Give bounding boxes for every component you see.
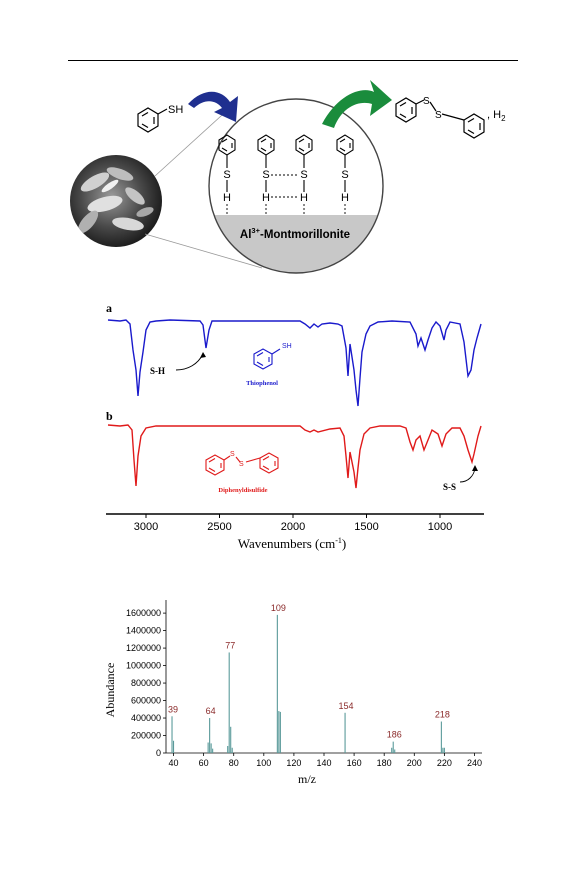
ms-y-tick-label: 200000 [131, 731, 161, 741]
ms-bars [171, 614, 445, 753]
ms-axes: 0 200000 400000 600000 800000 1000000 1200000 1… [126, 600, 482, 768]
ir-tick-label: 3000 [134, 521, 158, 533]
catalyst-label: Al3+-Montmorillonite [240, 226, 350, 241]
svg-text:S: S [262, 169, 269, 181]
ss-annotation: S-S [443, 482, 456, 492]
ms-y-tick-label: 1400000 [126, 626, 161, 636]
diphenyldisulfide-structure [205, 452, 279, 476]
ir-tick-label: 2500 [207, 521, 231, 533]
ms-y-tick-label: 0 [156, 748, 161, 758]
ir-tick-label: 1000 [428, 521, 452, 533]
byproduct-label: , H2 [487, 109, 506, 123]
inset-molecules [218, 134, 354, 192]
ms-x-tick-label: 80 [229, 758, 239, 768]
svg-text:S: S [300, 169, 307, 181]
ms-y-axis-label: Abundance [103, 663, 117, 718]
svg-text:S: S [341, 169, 348, 181]
product-s1: S [423, 96, 430, 107]
panel-a-label: a [106, 301, 112, 315]
ms-x-tick-label: 180 [377, 758, 392, 768]
ms-peak-label: 77 [225, 640, 235, 650]
ir-spectrum-a [107, 319, 482, 407]
ms-x-tick-label: 100 [256, 758, 271, 768]
ir-x-ticks: 3000 2500 2000 1500 1000 [134, 514, 452, 533]
header-rule [68, 60, 518, 61]
ir-tick-label: 2000 [281, 521, 305, 533]
ms-x-tick-label: 60 [199, 758, 209, 768]
magnified-inset [208, 98, 384, 274]
ms-y-tick-label: 1200000 [126, 643, 161, 653]
mass-spectrum: Abundance m/z 0 200000 400000 600000 800000 1… [103, 600, 482, 786]
thiophenol-structure [253, 348, 281, 370]
ms-peak-label: 186 [387, 730, 402, 740]
ir-x-axis-label: Wavenumbers (cm-1) [238, 536, 347, 551]
ir-tick-label: 1500 [354, 521, 378, 533]
product-diphenyldisulfide [395, 97, 485, 139]
ms-x-tick-label: 140 [316, 758, 331, 768]
ms-x-tick-label: 220 [437, 758, 452, 768]
ms-peak-label: 218 [435, 710, 450, 720]
ir-spectrum-b [107, 424, 482, 489]
thiophenol-name: Thiophenol [246, 380, 278, 387]
ms-x-tick-label: 120 [286, 758, 301, 768]
reactant-thiophenol [137, 107, 168, 133]
svg-text:H: H [300, 192, 308, 204]
ms-x-tick-label: 160 [347, 758, 362, 768]
ms-x-tick-label: 240 [467, 758, 482, 768]
reaction-scheme: SH [70, 80, 506, 274]
svg-text:S: S [223, 169, 230, 181]
product-s2: S [435, 110, 442, 121]
ms-peak-label: 109 [271, 603, 286, 613]
ms-peak-label: 39 [168, 704, 178, 714]
ms-peak-label: 154 [339, 701, 354, 711]
svg-text:H: H [341, 192, 349, 204]
ms-y-tick-label: 400000 [131, 713, 161, 723]
ms-peak-label: 64 [206, 706, 216, 716]
ms-y-tick-label: 600000 [131, 696, 161, 706]
panel-b-label: b [106, 409, 113, 423]
ms-x-tick-label: 40 [169, 758, 179, 768]
reactant-sh-label: SH [168, 104, 183, 116]
diphenyl-name: Diphenyldisulfide [218, 487, 267, 494]
ms-y-tick-label: 1000000 [126, 661, 161, 671]
diphenyl-s1: S [230, 451, 235, 458]
montmorillonite-surface [209, 215, 383, 273]
svg-text:H: H [223, 192, 231, 204]
ms-x-tick-label: 200 [407, 758, 422, 768]
thiophenol-sh: SH [282, 343, 292, 350]
ms-y-tick-label: 800000 [131, 678, 161, 688]
ms-peak-labels: 39 64 77 109 154 186 218 [168, 603, 450, 740]
blue-arrow [188, 91, 238, 122]
sem-particles [77, 167, 154, 234]
inset-atom-labels: S S S S H H H H [223, 169, 349, 204]
ir-spectra: a b SH Thiophenol S-H S S Diphenyldisulf… [106, 301, 484, 551]
svg-text:H: H [262, 192, 270, 204]
ms-y-tick-label: 1600000 [126, 608, 161, 618]
sh-annotation: S-H [150, 366, 165, 376]
ms-x-axis-label: m/z [298, 772, 316, 786]
diphenyl-s2: S [239, 461, 244, 468]
green-arrow [322, 80, 392, 128]
